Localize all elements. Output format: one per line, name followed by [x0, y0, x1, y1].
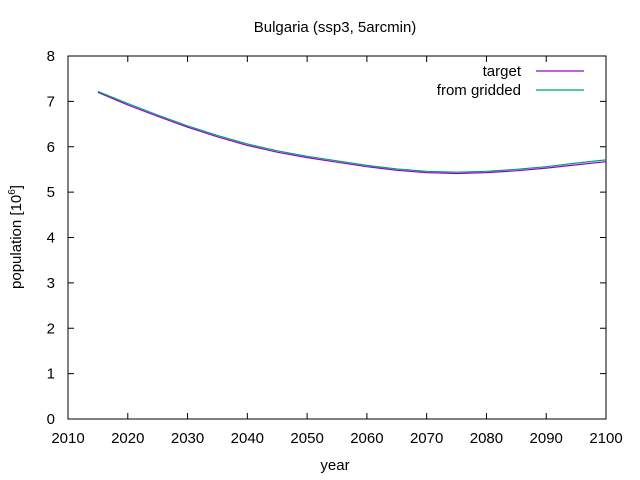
y-axis-label-suffix: ]: [8, 185, 25, 189]
y-tick-label: 8: [47, 48, 55, 65]
x-axis-ticks: 2010 2020 2030 2040 2050 2060 2070 2080 2090 2100: [51, 56, 623, 447]
y-tick-label: 5: [47, 184, 55, 201]
y-tick-label: 0: [47, 411, 55, 428]
y-tick-label: 6: [47, 139, 55, 156]
x-tick-label: 2080: [470, 430, 503, 447]
x-tick-label: 2040: [231, 430, 264, 447]
x-tick-label: 2030: [171, 430, 204, 447]
x-tick-label: 2100: [589, 430, 622, 447]
legend: target from gridded: [437, 63, 584, 99]
x-tick-label: 2070: [410, 430, 443, 447]
y-axis-label: population [106]: [7, 185, 25, 289]
plot-frame: [67, 55, 607, 420]
x-tick-label: 2090: [530, 430, 563, 447]
y-tick-label: 7: [47, 93, 55, 110]
x-tick-label: 2020: [111, 430, 144, 447]
series-line-from-gridded: [97, 90, 607, 173]
x-axis-label: year: [320, 457, 349, 474]
chart-title: Bulgaria (ssp3, 5arcmin): [254, 19, 417, 36]
series-line-target: [97, 91, 607, 175]
x-tick-label: 2060: [350, 430, 383, 447]
y-tick-label: 3: [47, 275, 55, 292]
y-tick-label: 2: [47, 320, 55, 337]
y-tick-label: 4: [47, 230, 55, 247]
y-axis-ticks: 0 1 2 3 4 5 6 7 8: [47, 48, 606, 428]
y-tick-label: 1: [47, 366, 55, 383]
x-tick-label: 2010: [51, 430, 84, 447]
y-axis-label-exponent: 6: [7, 189, 18, 195]
x-tick-label: 2050: [290, 430, 323, 447]
legend-label-from-gridded: from gridded: [437, 82, 521, 99]
series-lines: [97, 90, 607, 175]
legend-label-target: target: [483, 63, 522, 80]
y-axis-label-text: population [10: [8, 195, 25, 289]
